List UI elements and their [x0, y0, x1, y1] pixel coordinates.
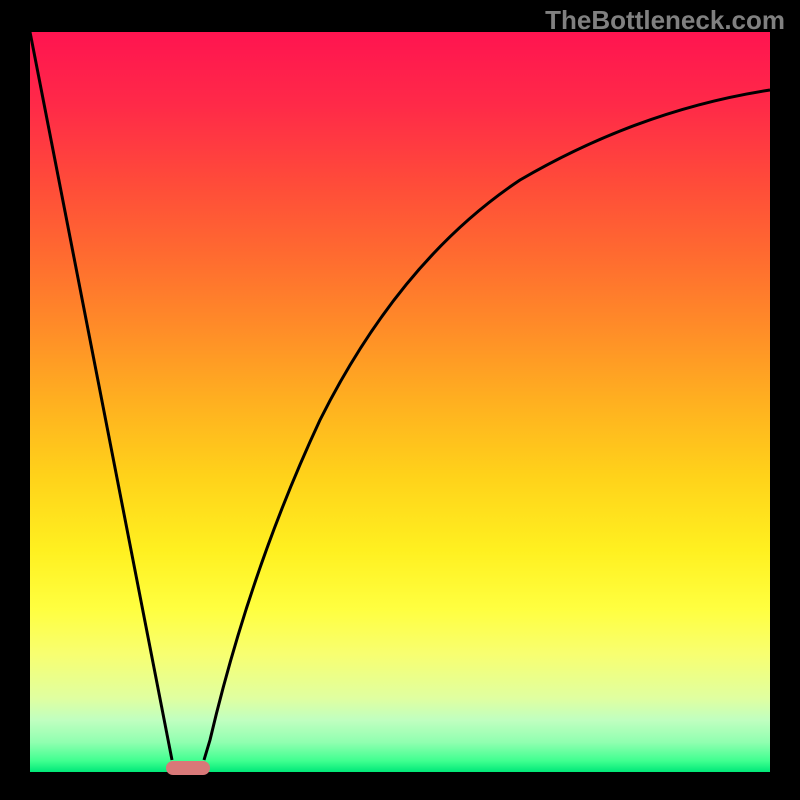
plot-background: [30, 32, 770, 772]
chart-svg: [0, 0, 800, 800]
chart-container: TheBottleneck.com: [0, 0, 800, 800]
watermark-text: TheBottleneck.com: [545, 5, 785, 36]
marker-pill: [166, 761, 210, 775]
